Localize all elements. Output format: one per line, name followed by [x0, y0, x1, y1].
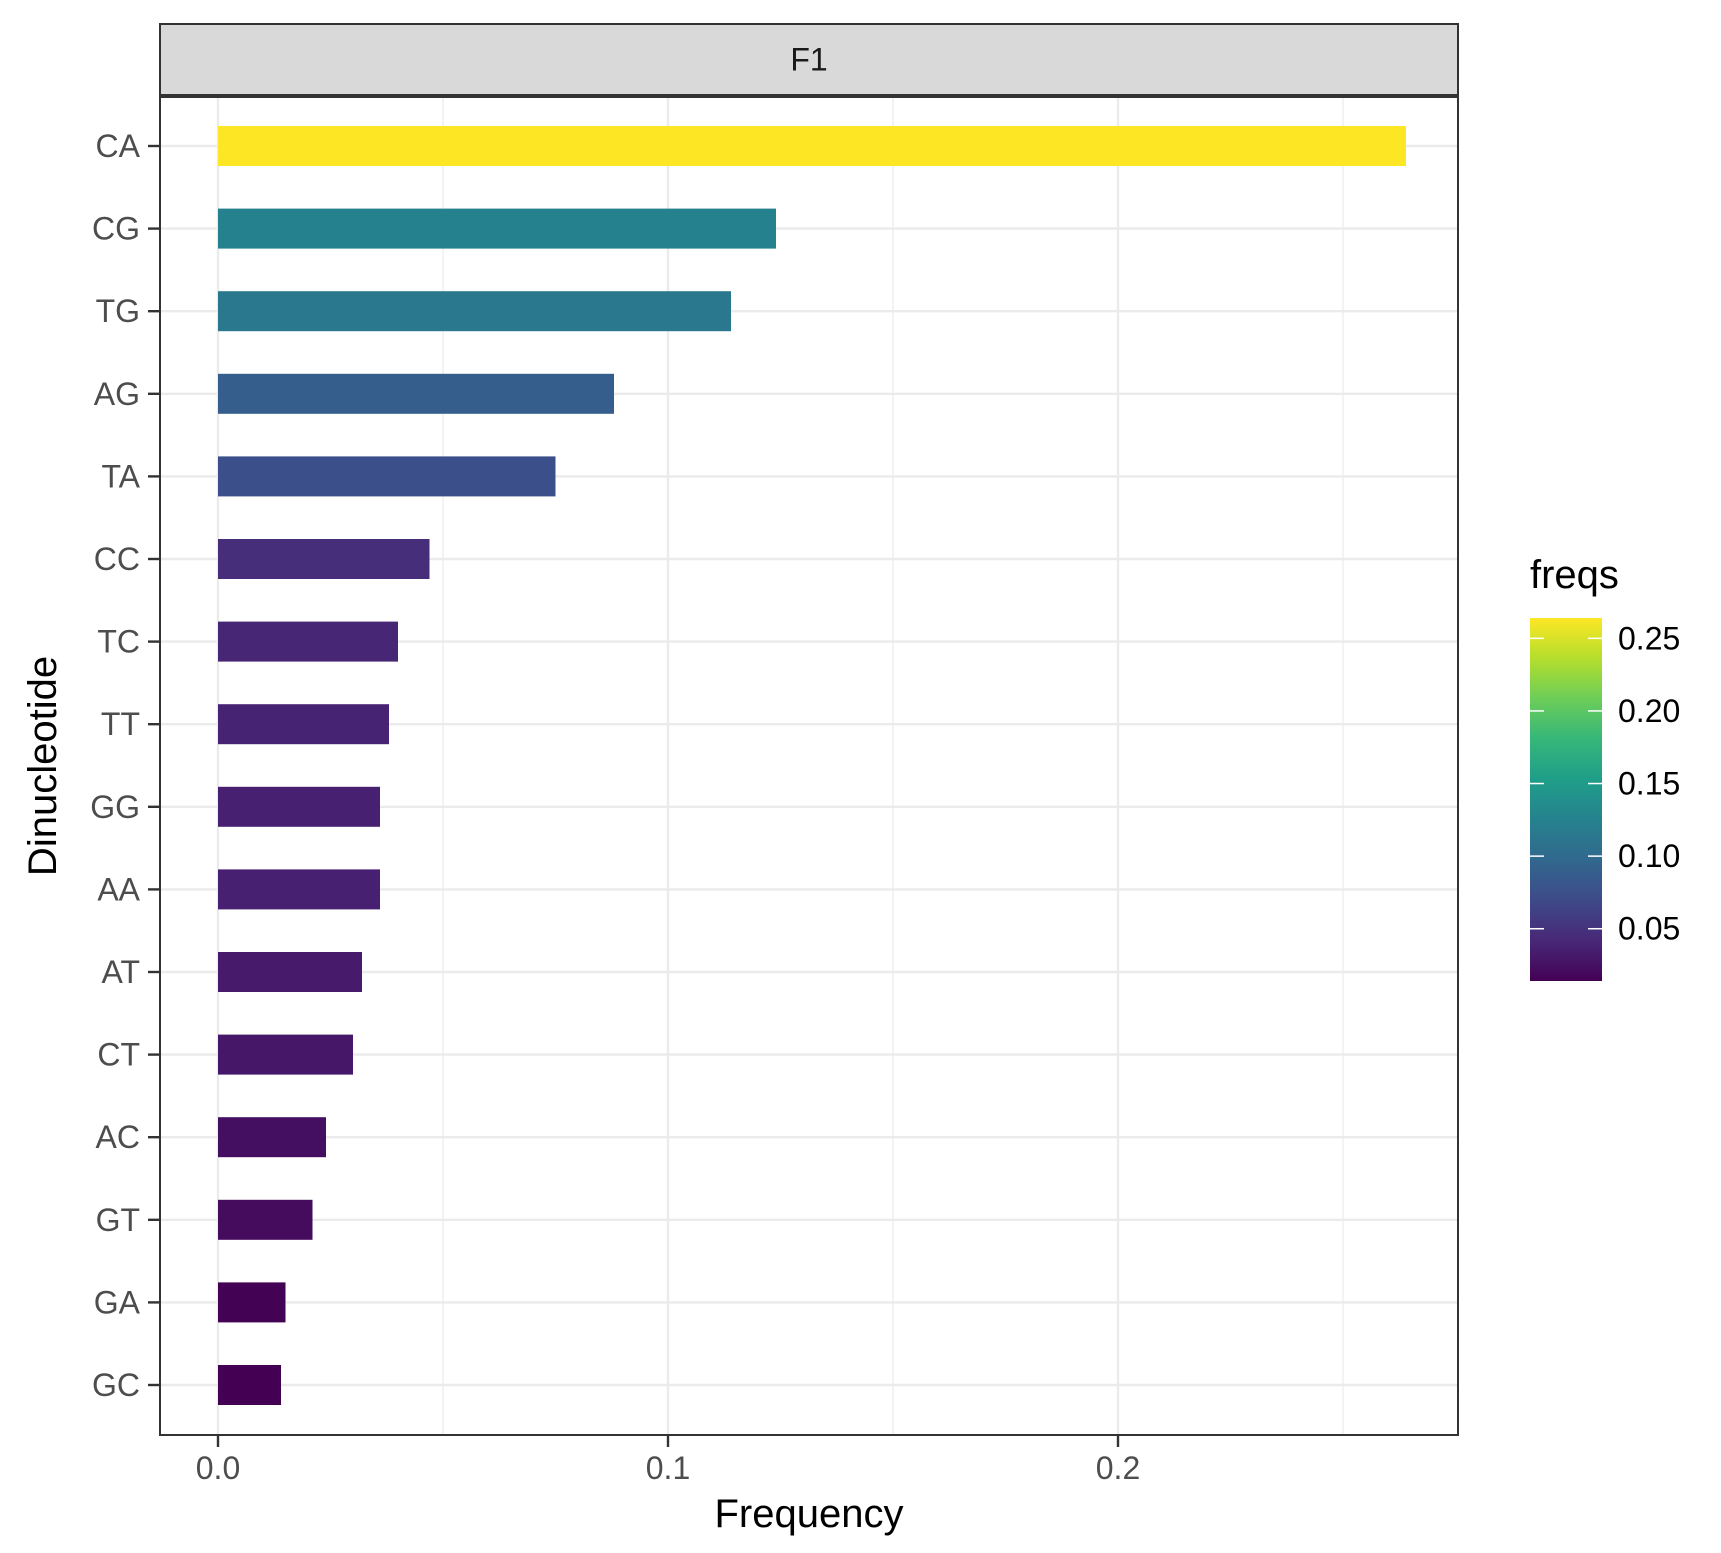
bar-ag: [218, 373, 614, 414]
legend-tick-label: 0.25: [1618, 620, 1680, 656]
panel-border: [159, 96, 1459, 1436]
y-tick-label: GG: [90, 789, 140, 825]
bar-tg: [218, 291, 731, 332]
facet-label: F1: [790, 42, 827, 78]
y-tick-label: TG: [96, 293, 140, 329]
legend-tick-label: 0.15: [1618, 766, 1680, 802]
bar-cc: [218, 539, 430, 579]
legend-tick-label: 0.10: [1618, 838, 1680, 874]
y-tick-label: CA: [96, 128, 141, 164]
x-tick-label: 0.2: [1096, 1450, 1140, 1486]
bar-ac: [218, 1117, 326, 1158]
x-axis: 0.0 0.1 0.2: [196, 1435, 1140, 1486]
x-axis-title: Frequency: [715, 1492, 904, 1536]
y-tick-label: CC: [94, 541, 140, 577]
legend-title: freqs: [1530, 553, 1619, 597]
y-tick-label: TC: [97, 624, 140, 660]
bar-ga: [218, 1282, 286, 1323]
bar-gg: [218, 786, 380, 827]
y-axis-title: Dinucleotide: [21, 656, 65, 876]
bar-ca: [218, 126, 1406, 166]
legend-tick-label: 0.05: [1618, 911, 1680, 947]
bar-tc: [218, 621, 398, 662]
legend-tick-label: 0.20: [1618, 693, 1680, 729]
x-tick-label: 0.1: [646, 1450, 690, 1486]
color-legend: freqs 0.05 0.10 0.15 0.20 0.25: [1530, 553, 1680, 981]
y-tick-label: GT: [96, 1202, 140, 1238]
bar-gt: [218, 1199, 313, 1240]
bar-ct: [218, 1034, 353, 1075]
y-tick-label: GA: [94, 1284, 141, 1320]
bar-ta: [218, 456, 556, 497]
legend-colorbar: [1530, 618, 1602, 981]
facet-strip: F1: [159, 23, 1459, 96]
bars: [218, 126, 1406, 1405]
legend-ticks: 0.05 0.10 0.15 0.20 0.25: [1530, 620, 1680, 947]
bar-at: [218, 952, 362, 992]
bar-cg: [218, 208, 776, 249]
y-tick-label: CT: [97, 1037, 140, 1073]
y-tick-label: AC: [96, 1119, 140, 1155]
y-tick-label: TA: [101, 458, 140, 494]
y-tick-label: AT: [101, 954, 140, 990]
facet-strip-background: [159, 23, 1459, 96]
plot-panel: [159, 96, 1459, 1436]
bar-tt: [218, 704, 389, 745]
y-tick-label: GC: [92, 1367, 140, 1403]
bar-aa: [218, 869, 380, 910]
y-tick-label: TT: [101, 706, 140, 742]
x-tick-label: 0.0: [196, 1450, 240, 1486]
bar-gc: [218, 1365, 281, 1405]
y-tick-label: AA: [97, 871, 140, 907]
y-tick-label: AG: [94, 376, 140, 412]
y-tick-label: CG: [92, 211, 140, 247]
y-axis: CA CG TG AG TA CC TC TT GG AA AT CT AC GT GA GC: [90, 128, 160, 1403]
